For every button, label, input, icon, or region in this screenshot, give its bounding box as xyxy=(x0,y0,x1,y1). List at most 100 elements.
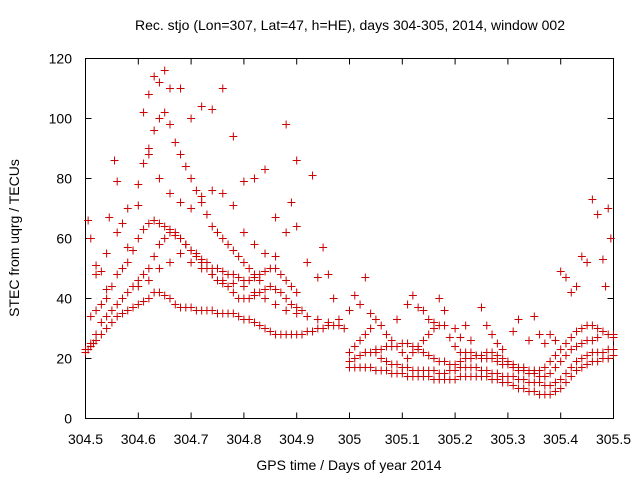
data-point xyxy=(155,78,164,87)
x-tick-label: 305.5 xyxy=(596,431,631,447)
data-point xyxy=(234,273,243,282)
data-point xyxy=(324,270,333,279)
data-point xyxy=(181,162,190,171)
data-point xyxy=(440,369,449,378)
data-point xyxy=(208,186,217,195)
data-point xyxy=(577,252,586,261)
data-point xyxy=(229,270,238,279)
data-point xyxy=(451,324,460,333)
data-point xyxy=(366,324,375,333)
x-tick-label: 305 xyxy=(338,431,362,447)
data-point xyxy=(583,258,592,267)
data-point xyxy=(282,228,291,237)
data-point xyxy=(134,180,143,189)
data-point xyxy=(165,294,174,303)
data-point xyxy=(366,348,375,357)
data-point xyxy=(255,276,264,285)
x-tick-label: 305.1 xyxy=(385,431,420,447)
data-point xyxy=(271,213,280,222)
data-point xyxy=(208,270,217,279)
data-point xyxy=(377,321,386,330)
data-point xyxy=(202,258,211,267)
x-tick-label: 304.5 xyxy=(68,431,103,447)
data-point xyxy=(408,342,417,351)
data-point xyxy=(134,201,143,210)
y-tick-label: 0 xyxy=(64,411,72,427)
data-point xyxy=(604,354,613,363)
data-point xyxy=(604,204,613,213)
data-point xyxy=(598,255,607,264)
data-point xyxy=(588,321,597,330)
data-point xyxy=(514,315,523,324)
data-point xyxy=(213,264,222,273)
data-point xyxy=(419,306,428,315)
data-point xyxy=(356,300,365,309)
data-point xyxy=(139,159,148,168)
data-point xyxy=(445,333,454,342)
data-point xyxy=(110,156,119,165)
data-point xyxy=(187,258,196,267)
data-point xyxy=(292,222,301,231)
data-point xyxy=(324,318,333,327)
data-point xyxy=(583,351,592,360)
data-point xyxy=(440,306,449,315)
data-point xyxy=(398,348,407,357)
data-point xyxy=(160,222,169,231)
data-point xyxy=(340,324,349,333)
data-point xyxy=(577,363,586,372)
data-point xyxy=(472,363,481,372)
data-point xyxy=(155,174,164,183)
data-point xyxy=(567,345,576,354)
data-point xyxy=(577,324,586,333)
data-point xyxy=(261,294,270,303)
y-tick-label: 40 xyxy=(56,291,72,307)
data-point xyxy=(261,165,270,174)
data-point xyxy=(129,246,138,255)
data-point xyxy=(429,318,438,327)
data-point xyxy=(451,375,460,384)
data-point xyxy=(229,246,238,255)
data-point xyxy=(218,189,227,198)
data-point xyxy=(488,330,497,339)
data-point xyxy=(123,204,132,213)
data-point xyxy=(218,276,227,285)
data-point xyxy=(350,342,359,351)
data-point xyxy=(382,366,391,375)
data-point xyxy=(477,351,486,360)
data-point xyxy=(102,312,111,321)
data-point xyxy=(92,306,101,315)
y-tick-label: 120 xyxy=(49,51,73,67)
data-point xyxy=(477,303,486,312)
data-point xyxy=(150,126,159,135)
data-point xyxy=(493,339,502,348)
data-point xyxy=(403,339,412,348)
data-point xyxy=(350,291,359,300)
data-point xyxy=(86,234,95,243)
data-point xyxy=(308,171,317,180)
data-point xyxy=(609,345,618,354)
x-tick-label: 305.4 xyxy=(543,431,578,447)
data-point xyxy=(282,276,291,285)
data-point xyxy=(197,192,206,201)
data-point xyxy=(144,264,153,273)
data-point xyxy=(139,270,148,279)
data-point xyxy=(282,120,291,129)
data-point xyxy=(255,321,264,330)
data-point xyxy=(229,201,238,210)
data-point xyxy=(382,357,391,366)
data-point xyxy=(435,294,444,303)
x-tick-label: 305.2 xyxy=(438,431,473,447)
data-point xyxy=(250,174,259,183)
data-point xyxy=(403,363,412,372)
data-point xyxy=(276,270,285,279)
data-point xyxy=(583,360,592,369)
data-point xyxy=(139,225,148,234)
data-point xyxy=(429,354,438,363)
data-point xyxy=(567,372,576,381)
data-point xyxy=(229,132,238,141)
data-point xyxy=(107,318,116,327)
data-point xyxy=(601,282,610,291)
chart-title: Rec. stjo (Lon=307, Lat=47, h=HE), days … xyxy=(135,17,565,33)
data-point xyxy=(271,300,280,309)
data-point xyxy=(139,297,148,306)
